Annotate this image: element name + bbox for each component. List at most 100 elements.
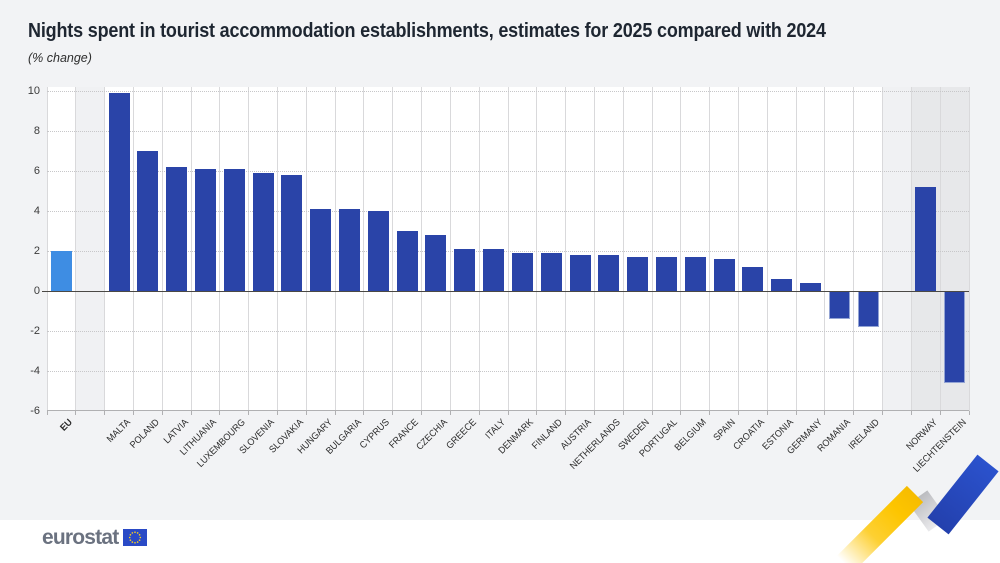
v-gridline bbox=[248, 87, 250, 411]
bar-netherlands bbox=[598, 255, 620, 291]
x-axis-tick bbox=[824, 411, 826, 415]
chart-title: Nights spent in tourist accommodation es… bbox=[28, 20, 826, 42]
v-gridline bbox=[75, 87, 77, 411]
x-axis-tick bbox=[853, 411, 855, 415]
v-gridline bbox=[132, 87, 134, 411]
bar-norway bbox=[915, 187, 937, 291]
bar-bulgaria bbox=[339, 209, 361, 291]
v-gridline bbox=[853, 87, 855, 411]
x-axis-tick bbox=[75, 411, 77, 415]
x-axis-tick bbox=[190, 411, 192, 415]
v-gridline bbox=[968, 87, 970, 411]
y-tick-2: 2 bbox=[33, 245, 40, 257]
x-axis-tick bbox=[161, 411, 163, 415]
y-tick-0: 0 bbox=[33, 285, 40, 297]
eu-flag-icon bbox=[123, 529, 148, 546]
bar-france bbox=[396, 231, 418, 291]
bar-sweden bbox=[627, 257, 649, 291]
separator-band-1 bbox=[882, 87, 912, 411]
v-gridline bbox=[910, 87, 912, 411]
x-axis-tick bbox=[46, 411, 48, 415]
h-gridline-8 bbox=[47, 130, 969, 132]
bar-denmark bbox=[511, 253, 533, 291]
x-axis-tick bbox=[363, 411, 365, 415]
x-axis-tick bbox=[593, 411, 595, 415]
bar-austria bbox=[569, 255, 591, 291]
bar-croatia bbox=[742, 267, 764, 291]
bar-belgium bbox=[684, 257, 706, 291]
x-axis-tick bbox=[478, 411, 480, 415]
bar-italy bbox=[483, 249, 505, 291]
y-tick-8: 8 bbox=[33, 125, 40, 137]
bar-ireland bbox=[857, 291, 879, 327]
bar-latvia bbox=[166, 167, 188, 291]
bar-lithuania bbox=[194, 169, 216, 291]
footer: eurostat bbox=[0, 520, 1000, 563]
y-tick--6: -6 bbox=[30, 405, 40, 417]
x-axis-tick bbox=[910, 411, 912, 415]
bar-slovenia bbox=[252, 173, 274, 291]
zero-line bbox=[42, 290, 969, 292]
v-gridline bbox=[766, 87, 768, 411]
v-gridline bbox=[363, 87, 365, 411]
h-gridline-4 bbox=[47, 210, 969, 212]
separator-band-0 bbox=[75, 87, 105, 411]
bar-finland bbox=[540, 253, 562, 291]
x-axis-tick bbox=[334, 411, 336, 415]
v-gridline bbox=[305, 87, 307, 411]
v-gridline bbox=[738, 87, 739, 411]
v-gridline bbox=[593, 87, 595, 411]
bar-portugal bbox=[655, 257, 677, 291]
x-axis-tick bbox=[507, 411, 509, 415]
y-tick-6: 6 bbox=[33, 165, 40, 177]
v-gridline bbox=[651, 87, 653, 411]
bar-romania bbox=[828, 291, 850, 319]
v-gridline bbox=[536, 87, 538, 411]
h-gridline--4 bbox=[47, 370, 969, 372]
v-gridline bbox=[421, 87, 423, 411]
x-axis-tick bbox=[651, 411, 653, 415]
bar-estonia bbox=[771, 279, 793, 291]
bar-czechia bbox=[425, 235, 447, 291]
bar-liechtenstein bbox=[944, 291, 966, 383]
x-axis-tick bbox=[766, 411, 768, 415]
bar-germany bbox=[800, 283, 822, 291]
y-tick-10: 10 bbox=[27, 85, 40, 97]
v-gridline bbox=[680, 87, 682, 411]
v-gridline bbox=[104, 87, 106, 411]
v-gridline bbox=[795, 87, 797, 411]
bar-spain bbox=[713, 259, 735, 291]
bar-luxembourg bbox=[223, 169, 245, 291]
eurostat-logo-text: eurostat bbox=[42, 526, 119, 549]
bar-hungary bbox=[310, 209, 332, 291]
bar-greece bbox=[454, 249, 476, 291]
v-gridline bbox=[824, 87, 826, 411]
bar-malta bbox=[108, 93, 130, 291]
x-axis-tick bbox=[305, 411, 307, 415]
x-axis-tick bbox=[219, 411, 221, 415]
v-gridline bbox=[334, 87, 336, 411]
x-axis-tick bbox=[449, 411, 451, 415]
x-axis-tick bbox=[968, 411, 970, 415]
chart-subtitle: (% change) bbox=[28, 51, 92, 65]
x-axis-tick bbox=[421, 411, 423, 415]
x-axis-tick bbox=[939, 411, 941, 415]
v-gridline bbox=[161, 87, 163, 411]
v-gridline bbox=[507, 87, 509, 411]
y-tick--4: -4 bbox=[30, 365, 40, 377]
v-gridline bbox=[449, 87, 451, 411]
v-gridline bbox=[219, 87, 221, 411]
v-gridline bbox=[939, 87, 941, 411]
v-gridline bbox=[46, 87, 48, 411]
v-gridline bbox=[277, 87, 278, 411]
x-axis-tick bbox=[277, 411, 278, 415]
x-axis-tick bbox=[104, 411, 106, 415]
y-tick-4: 4 bbox=[33, 205, 40, 217]
v-gridline bbox=[709, 87, 711, 411]
h-gridline-6 bbox=[47, 170, 969, 172]
v-gridline bbox=[392, 87, 394, 411]
bar-poland bbox=[137, 151, 159, 291]
bar-cyprus bbox=[367, 211, 389, 291]
